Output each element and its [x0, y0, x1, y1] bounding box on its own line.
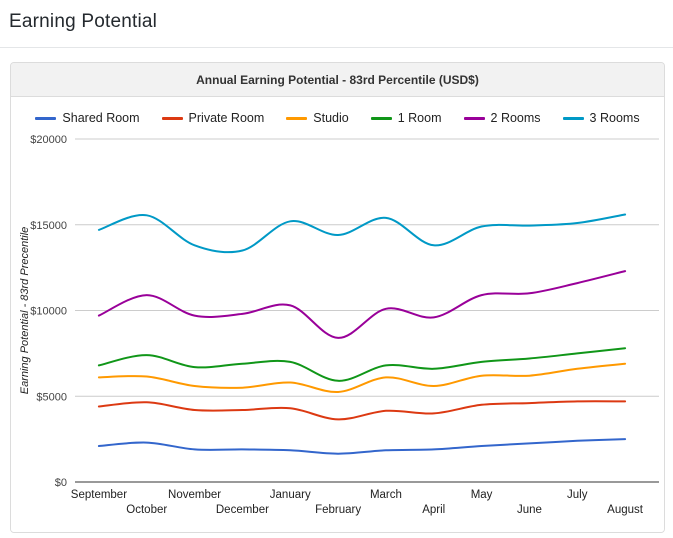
- legend-line-icon: [286, 116, 308, 120]
- legend-label: 2 Rooms: [490, 111, 541, 125]
- title-divider: [0, 47, 673, 48]
- chart-panel: Annual Earning Potential - 83rd Percenti…: [10, 62, 665, 533]
- chart-panel-header: Annual Earning Potential - 83rd Percenti…: [11, 63, 664, 97]
- x-tick-label: October: [126, 504, 167, 516]
- legend-label: 3 Rooms: [589, 111, 640, 125]
- chart-legend: Shared Room Private Room Studio 1 Room 2 Roo…: [11, 110, 664, 126]
- legend-item-3-rooms: 3 Rooms: [562, 111, 640, 125]
- x-tick-label: June: [517, 504, 542, 516]
- x-tick-label: February: [315, 504, 361, 516]
- x-tick-label: August: [607, 504, 644, 516]
- x-tick-label: January: [270, 489, 311, 501]
- series-line-1-room[interactable]: [97, 347, 627, 382]
- y-tick-label: $10000: [30, 306, 67, 318]
- series-line-private-room[interactable]: [97, 400, 627, 421]
- legend-line-icon: [35, 116, 57, 120]
- legend-label: 1 Room: [397, 111, 442, 125]
- y-axis-title: Earning Potential - 83rd Precentile: [19, 227, 31, 395]
- legend-item-studio: Studio: [286, 111, 349, 125]
- legend-line-icon: [370, 116, 392, 120]
- y-tick-label: $15000: [30, 220, 67, 232]
- x-tick-label: March: [370, 489, 402, 501]
- series-line-3-rooms[interactable]: [97, 213, 627, 254]
- x-tick-label: July: [567, 489, 588, 501]
- x-tick-label: November: [168, 489, 221, 501]
- series-line-2-rooms[interactable]: [97, 270, 627, 339]
- chart-title: Annual Earning Potential - 83rd Percenti…: [196, 73, 479, 87]
- legend-line-icon: [562, 116, 584, 120]
- y-tick-label: $5000: [36, 391, 67, 403]
- series-line-shared-room[interactable]: [97, 438, 627, 455]
- page-title: Earning Potential: [9, 11, 158, 32]
- x-tick-label: December: [216, 504, 269, 516]
- legend-item-2-rooms: 2 Rooms: [463, 111, 541, 125]
- series-line-studio[interactable]: [97, 362, 627, 394]
- x-tick-label: September: [71, 489, 127, 501]
- y-tick-label: $20000: [30, 134, 67, 146]
- y-tick-label: $0: [55, 477, 67, 489]
- legend-item-shared-room: Shared Room: [35, 111, 140, 125]
- legend-label: Shared Room: [62, 111, 140, 125]
- line-chart[interactable]: $0 $5000 $10000 $15000 $20000 September Octobe…: [11, 130, 664, 526]
- legend-label: Studio: [313, 111, 349, 125]
- legend-line-icon: [463, 116, 485, 120]
- legend-item-private-room: Private Room: [161, 111, 265, 125]
- chart-panel-body: Shared Room Private Room Studio 1 Room 2 Roo…: [11, 110, 664, 532]
- legend-line-icon: [161, 116, 183, 120]
- legend-label: Private Room: [188, 111, 265, 125]
- x-tick-label: April: [422, 504, 445, 516]
- x-tick-label: May: [471, 489, 493, 501]
- legend-item-1-room: 1 Room: [370, 111, 442, 125]
